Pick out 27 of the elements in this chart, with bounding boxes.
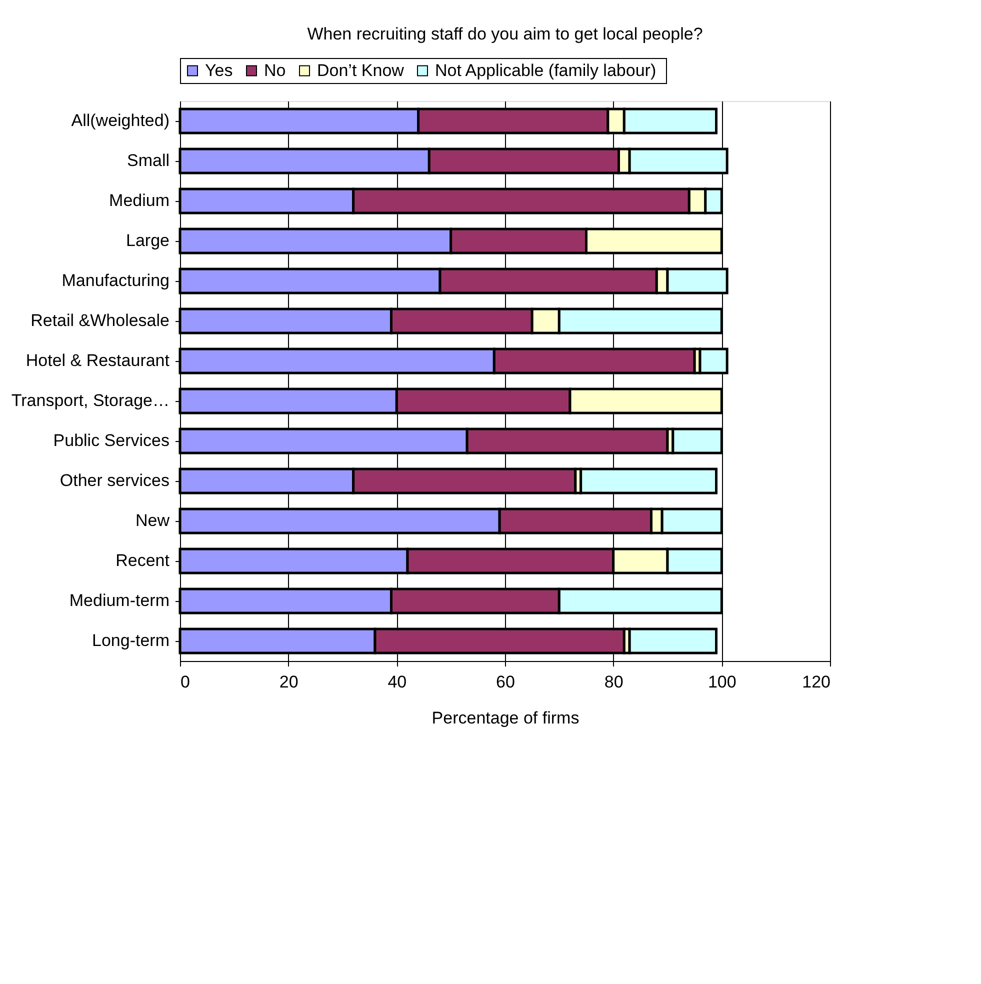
y-tick-label: Hotel & Restaurant [26, 351, 170, 370]
x-tick-label: 40 [388, 672, 407, 692]
x-tick-label: 120 [802, 672, 830, 692]
y-tick-label: Medium-term [69, 591, 170, 610]
x-tick-label: 60 [496, 672, 515, 692]
legend-label: Don’t Know [317, 60, 405, 80]
y-tick-label: Manufacturing [62, 271, 170, 290]
y-tick-label: Transport, Storage… [11, 391, 170, 410]
y-tick-label: Medium [109, 191, 170, 210]
x-tick-label: 100 [708, 672, 736, 692]
y-tick-label: Other services [60, 471, 170, 490]
y-tick-label: New [135, 511, 170, 530]
chart-title: When recruiting staff do you aim to get local people? [307, 24, 703, 44]
legend-label: Yes [205, 60, 233, 80]
y-tick-label: Public Services [53, 431, 170, 450]
x-tick-label: 0 [180, 672, 190, 692]
legend-label: Not Applicable (family labour) [435, 60, 656, 80]
y-tick-label: All(weighted) [71, 111, 170, 130]
x-tick-label: 80 [604, 672, 624, 692]
y-tick-label: Long-term [92, 631, 170, 650]
y-tick-label: Recent [116, 551, 170, 570]
x-axis-title: Percentage of firms [432, 708, 580, 728]
legend-label: No [264, 60, 286, 80]
y-tick-label: Large [126, 231, 170, 250]
x-tick-label: 20 [279, 672, 298, 692]
y-tick-label: Retail &Wholesale [30, 311, 170, 330]
y-tick-label: Small [126, 151, 170, 170]
